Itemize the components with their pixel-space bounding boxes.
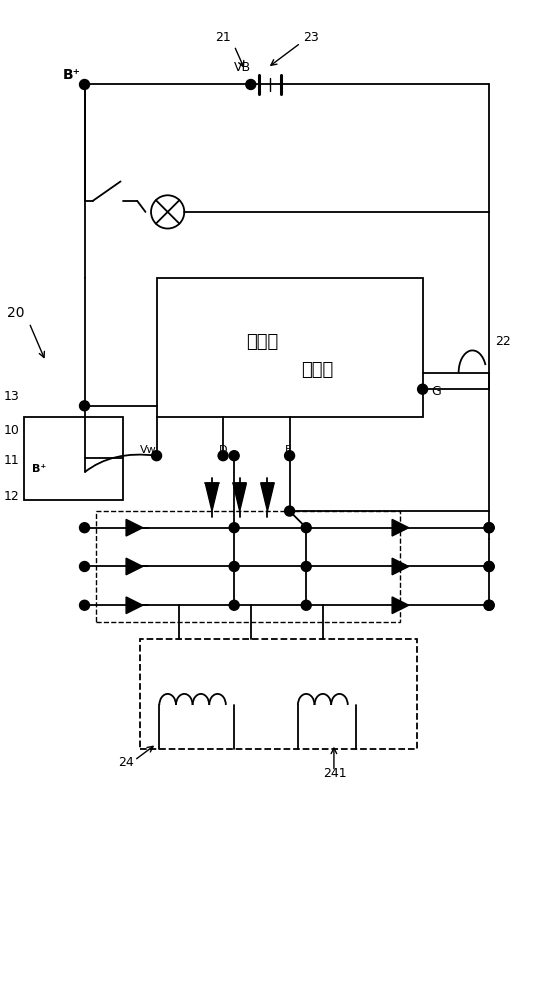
Circle shape bbox=[80, 600, 90, 610]
Text: 11: 11 bbox=[4, 454, 20, 467]
Text: 12: 12 bbox=[4, 490, 20, 503]
Text: Vᴡ: Vᴡ bbox=[140, 445, 157, 455]
Circle shape bbox=[301, 600, 311, 610]
Circle shape bbox=[229, 451, 239, 461]
Bar bbox=[157, 278, 423, 417]
Text: G: G bbox=[431, 385, 441, 398]
Circle shape bbox=[418, 384, 428, 394]
Polygon shape bbox=[126, 558, 143, 575]
Polygon shape bbox=[261, 483, 274, 511]
Polygon shape bbox=[206, 483, 219, 511]
Circle shape bbox=[301, 561, 311, 571]
Circle shape bbox=[80, 523, 90, 533]
Text: 13: 13 bbox=[4, 390, 20, 403]
Text: D: D bbox=[219, 445, 227, 455]
Text: 241: 241 bbox=[323, 767, 346, 780]
Bar bbox=[23, 417, 123, 500]
Text: 22: 22 bbox=[495, 335, 510, 348]
Circle shape bbox=[484, 523, 494, 533]
Bar bbox=[140, 639, 417, 749]
Circle shape bbox=[80, 561, 90, 571]
Text: F: F bbox=[285, 445, 291, 455]
Polygon shape bbox=[126, 597, 143, 614]
Circle shape bbox=[152, 451, 162, 461]
Circle shape bbox=[218, 451, 228, 461]
Circle shape bbox=[484, 600, 494, 610]
Text: 21: 21 bbox=[215, 31, 231, 44]
Circle shape bbox=[484, 561, 494, 571]
Circle shape bbox=[229, 600, 239, 610]
Circle shape bbox=[80, 80, 90, 89]
Text: B⁺: B⁺ bbox=[62, 68, 80, 82]
Polygon shape bbox=[392, 558, 409, 575]
Polygon shape bbox=[126, 519, 143, 536]
Text: 单功能: 单功能 bbox=[246, 333, 278, 351]
Circle shape bbox=[246, 80, 256, 89]
Circle shape bbox=[484, 561, 494, 571]
Polygon shape bbox=[233, 483, 246, 511]
Text: 20: 20 bbox=[7, 306, 25, 320]
Circle shape bbox=[285, 506, 295, 516]
Circle shape bbox=[301, 523, 311, 533]
Polygon shape bbox=[392, 519, 409, 536]
Circle shape bbox=[484, 523, 494, 533]
Circle shape bbox=[229, 523, 239, 533]
Circle shape bbox=[229, 561, 239, 571]
Circle shape bbox=[484, 600, 494, 610]
Text: 10: 10 bbox=[4, 424, 20, 437]
Polygon shape bbox=[392, 597, 409, 614]
Text: 调节器: 调节器 bbox=[301, 361, 334, 379]
Text: VB: VB bbox=[234, 61, 251, 74]
Circle shape bbox=[285, 451, 295, 461]
Text: 23: 23 bbox=[304, 31, 319, 44]
Circle shape bbox=[80, 401, 90, 411]
Text: B⁺: B⁺ bbox=[32, 464, 46, 474]
Text: 24: 24 bbox=[118, 756, 134, 769]
Bar bbox=[96, 511, 400, 622]
